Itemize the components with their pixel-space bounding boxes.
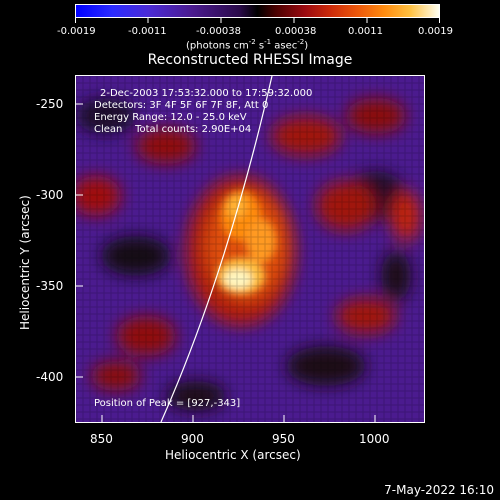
energy-range: Energy Range: 12.0 - 25.0 keV — [94, 112, 247, 123]
peak-position: Position of Peak = [927,-343] — [94, 398, 241, 409]
colorbar-ticks — [75, 18, 440, 23]
y-tick-label: -300 — [36, 188, 64, 202]
y-tick-label: -250 — [36, 97, 64, 111]
rhessi-image — [75, 75, 425, 423]
y-tick-label: -400 — [36, 370, 64, 384]
x-tick-label: 900 — [181, 432, 204, 446]
colorbar-tick-label: 0.0019 — [418, 26, 453, 37]
x-tick-label: 1000 — [359, 432, 390, 446]
colorbar-tick-label: 0.00038 — [275, 26, 317, 37]
axis-ticks — [75, 103, 376, 423]
detectors: Detectors: 3F 4F 5F 6F 7F 8F, Att 0 — [94, 100, 269, 111]
colorbar — [75, 4, 440, 18]
x-tick-label: 850 — [90, 432, 113, 446]
x-axis-label: Heliocentric X (arcsec) — [165, 448, 301, 462]
solar-limb-line — [160, 76, 273, 422]
time-range: 2-Dec-2003 17:53:32.000 to 17:59:32.000 — [100, 88, 313, 99]
colorbar-tick-label: -0.0019 — [57, 26, 96, 37]
image-title: Reconstructed RHESSI Image — [147, 52, 353, 68]
colorbar-tick-label: 0.0011 — [348, 26, 383, 37]
y-axis-label: Heliocentric Y (arcsec) — [18, 195, 32, 330]
colorbar-units: (photons cm-2 s-1 asec-2) — [186, 38, 309, 52]
clean-counts: Clean Total counts: 2.90E+04 — [94, 124, 252, 135]
colorbar-tick-label: -0.00038 — [196, 26, 241, 37]
colorbar-tick-label: -0.0011 — [128, 26, 167, 37]
datestamp: 7-May-2022 16:10 — [384, 483, 494, 497]
y-tick-label: -350 — [36, 279, 64, 293]
image-canvas — [76, 76, 424, 422]
x-tick-label: 950 — [272, 432, 295, 446]
